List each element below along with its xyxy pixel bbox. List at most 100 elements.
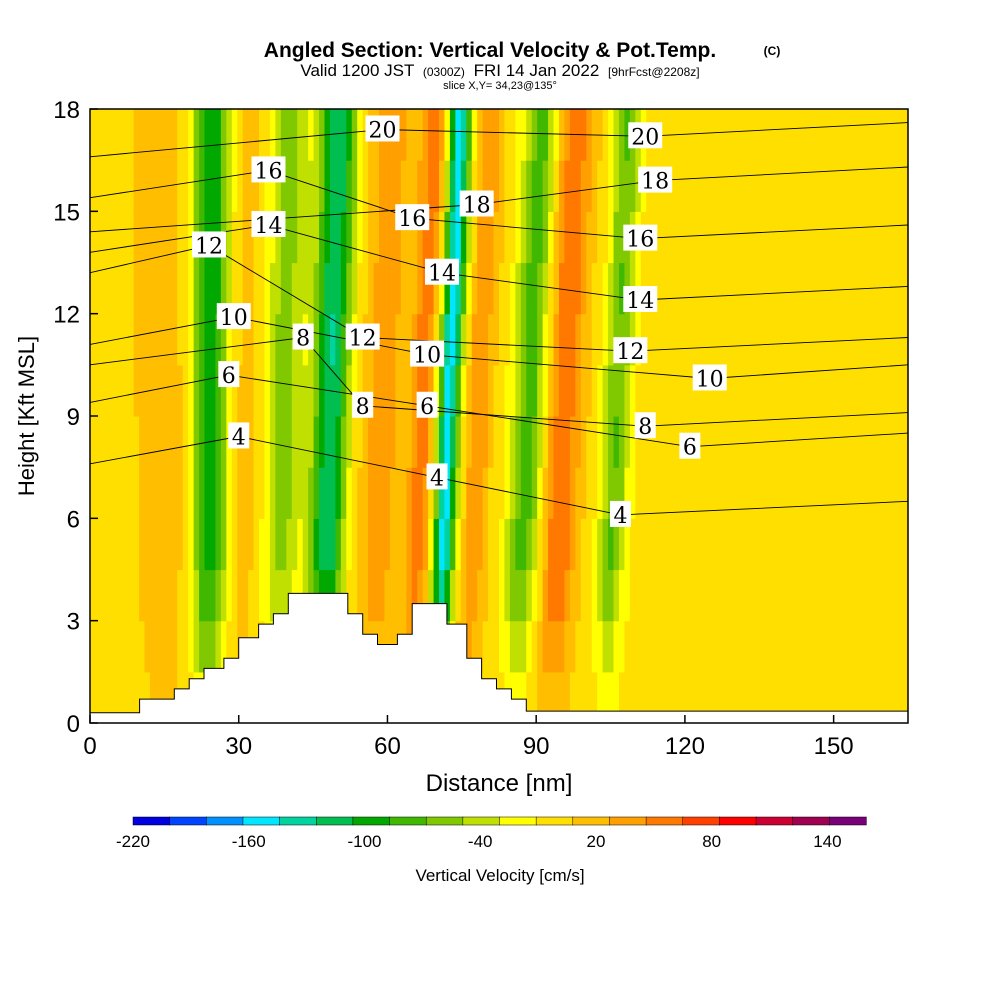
- velocity-cell: [864, 671, 871, 723]
- velocity-cell: [760, 262, 767, 315]
- velocity-cell: [809, 364, 816, 417]
- velocity-cell: [449, 313, 456, 366]
- velocity-cell: [558, 569, 566, 622]
- velocity-cell: [728, 518, 735, 571]
- velocity-cell: [302, 364, 309, 417]
- velocity-cell: [215, 620, 222, 673]
- velocity-cell: [460, 313, 467, 366]
- velocity-cell: [668, 671, 675, 723]
- velocity-cell: [777, 160, 784, 212]
- velocity-cell: [798, 569, 805, 622]
- velocity-cell: [139, 262, 146, 315]
- velocity-cell: [640, 671, 647, 723]
- velocity-cell: [558, 364, 566, 417]
- velocity-cell: [209, 160, 217, 212]
- velocity-cell: [700, 262, 707, 315]
- velocity-cell: [684, 467, 691, 519]
- velocity-cell: [689, 620, 696, 673]
- velocity-cell: [90, 569, 97, 622]
- contour-label: 10: [216, 303, 251, 331]
- velocity-cell: [384, 364, 391, 417]
- velocity-cell: [373, 569, 380, 622]
- velocity-cell: [738, 671, 745, 723]
- velocity-cell: [618, 620, 626, 673]
- velocity-cell: [269, 109, 277, 161]
- velocity-cell: [640, 620, 647, 673]
- velocity-cell: [149, 671, 157, 723]
- velocity-cell: [597, 620, 604, 673]
- velocity-cell: [608, 313, 615, 366]
- velocity-cell: [531, 518, 538, 571]
- velocity-cell: [886, 671, 893, 723]
- velocity-cell: [139, 211, 146, 264]
- velocity-cell: [193, 467, 200, 519]
- velocity-cell: [319, 364, 326, 417]
- velocity-cell: [580, 262, 587, 315]
- velocity-cell: [809, 620, 816, 673]
- velocity-cell: [177, 262, 184, 315]
- y-tick-label: 9: [67, 404, 80, 431]
- velocity-cell: [417, 109, 424, 161]
- velocity-cell: [760, 211, 767, 264]
- velocity-cell: [798, 416, 805, 468]
- colorbar-swatch: [645, 816, 684, 826]
- velocity-cell: [248, 364, 255, 417]
- velocity-cell: [139, 518, 146, 571]
- velocity-cell: [297, 211, 304, 264]
- velocity-cell: [324, 518, 331, 571]
- velocity-cell: [351, 160, 358, 212]
- velocity-cell: [760, 109, 767, 161]
- velocity-cell: [520, 364, 527, 417]
- velocity-cell: [651, 416, 658, 468]
- velocity-cell: [717, 569, 724, 622]
- velocity-cell: [515, 671, 522, 723]
- velocity-cell: [269, 160, 277, 212]
- velocity-cell: [509, 364, 516, 417]
- velocity-cell: [379, 569, 386, 622]
- velocity-cell: [444, 416, 451, 468]
- velocity-cell: [226, 620, 233, 673]
- contour-label-text: 8: [638, 415, 652, 440]
- velocity-cell: [149, 160, 157, 212]
- velocity-cell: [728, 313, 735, 366]
- velocity-cell: [329, 211, 336, 264]
- velocity-cell: [629, 364, 636, 417]
- velocity-cell: [804, 518, 811, 571]
- velocity-cell: [177, 467, 184, 519]
- velocity-cell: [689, 160, 696, 212]
- velocity-cell: [193, 364, 200, 417]
- velocity-cell: [788, 620, 795, 673]
- velocity-cell: [515, 313, 522, 366]
- velocity-cell: [259, 416, 266, 468]
- velocity-cell: [744, 569, 751, 622]
- velocity-cell: [875, 518, 882, 571]
- colorbar-swatch: [389, 816, 427, 826]
- contour-label-text: 6: [222, 364, 236, 389]
- velocity-cell: [515, 569, 522, 622]
- velocity-cell: [411, 262, 418, 315]
- velocity-cell: [171, 518, 178, 571]
- velocity-cell: [428, 518, 435, 571]
- velocity-cell: [117, 211, 124, 264]
- velocity-cell: [362, 518, 369, 571]
- velocity-cell: [771, 313, 778, 366]
- velocity-cell: [111, 569, 118, 622]
- velocity-cell: [368, 569, 375, 622]
- velocity-cell: [902, 467, 908, 519]
- velocity-cell: [111, 467, 118, 519]
- velocity-cell: [428, 569, 435, 622]
- velocity-cell: [586, 620, 593, 673]
- velocity-cell: [177, 416, 184, 468]
- velocity-cell: [231, 467, 238, 519]
- velocity-cell: [717, 518, 724, 571]
- velocity-cell: [586, 211, 593, 264]
- velocity-cell: [286, 467, 293, 519]
- velocity-cell: [662, 364, 669, 417]
- velocity-cell: [526, 364, 533, 417]
- velocity-cell: [460, 364, 467, 417]
- velocity-cell: [400, 416, 407, 468]
- velocity-cell: [793, 262, 800, 315]
- velocity-cell: [155, 467, 162, 519]
- velocity-cell: [564, 620, 571, 673]
- velocity-cell: [133, 109, 140, 161]
